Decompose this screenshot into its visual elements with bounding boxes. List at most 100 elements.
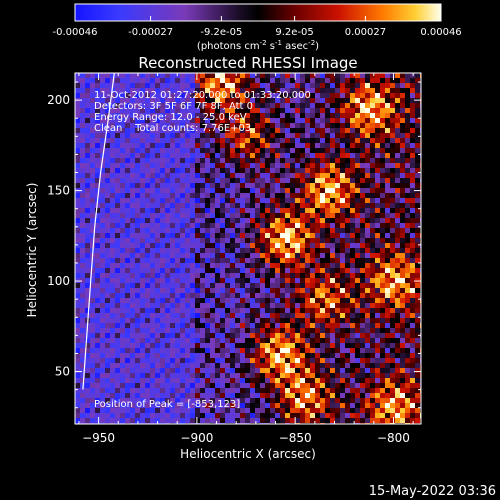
heatmap-cell <box>130 358 136 364</box>
heatmap-cell <box>135 403 141 409</box>
heatmap-cell <box>175 133 181 139</box>
heatmap-cell <box>360 223 366 229</box>
heatmap-cell <box>355 418 361 424</box>
heatmap-cell <box>185 368 191 374</box>
heatmap-cell <box>215 343 221 349</box>
heatmap-cell <box>320 318 326 324</box>
heatmap-cell <box>395 298 401 304</box>
heatmap-cell <box>205 358 211 364</box>
heatmap-cell <box>400 338 406 344</box>
heatmap-cell <box>325 158 331 164</box>
heatmap-cell <box>375 93 381 99</box>
heatmap-cell <box>390 383 396 389</box>
heatmap-cell <box>375 198 381 204</box>
heatmap-cell <box>195 333 201 339</box>
heatmap-cell <box>75 103 81 109</box>
heatmap-cell <box>360 303 366 309</box>
heatmap-cell <box>260 233 266 239</box>
heatmap-cell <box>110 128 116 134</box>
heatmap-cell <box>80 403 86 409</box>
heatmap-cell <box>85 208 91 214</box>
heatmap-cell <box>80 73 86 79</box>
heatmap-cell <box>95 333 101 339</box>
heatmap-cell <box>165 283 171 289</box>
heatmap-cell <box>225 308 231 314</box>
heatmap-cell <box>80 348 86 354</box>
heatmap-cell <box>350 178 356 184</box>
heatmap-cell <box>145 73 151 79</box>
heatmap-cell <box>140 73 146 79</box>
heatmap-cell <box>180 193 186 199</box>
heatmap-cell <box>400 363 406 369</box>
heatmap-cell <box>75 403 81 409</box>
heatmap-cell <box>275 388 281 394</box>
heatmap-cell <box>405 378 411 384</box>
heatmap-cell <box>240 403 246 409</box>
heatmap-cell <box>340 248 346 254</box>
heatmap-cell <box>185 348 191 354</box>
heatmap-cell <box>295 143 301 149</box>
heatmap-cell <box>405 228 411 234</box>
heatmap-cell <box>300 108 306 114</box>
heatmap-cell <box>275 323 281 329</box>
heatmap-cell <box>185 78 191 84</box>
heatmap-cell <box>155 318 161 324</box>
heatmap-cell <box>250 228 256 234</box>
heatmap-cell <box>360 188 366 194</box>
heatmap-cell <box>405 78 411 84</box>
heatmap-cell <box>95 233 101 239</box>
heatmap-cell <box>115 288 121 294</box>
heatmap-cell <box>350 88 356 94</box>
heatmap-cell <box>300 123 306 129</box>
heatmap-cell <box>140 223 146 229</box>
heatmap-cell <box>175 218 181 224</box>
heatmap-cell <box>265 263 271 269</box>
heatmap-cell <box>100 318 106 324</box>
heatmap-cell <box>235 273 241 279</box>
heatmap-cell <box>105 398 111 404</box>
heatmap-cell <box>225 188 231 194</box>
heatmap-cell <box>330 98 336 104</box>
heatmap-cell <box>335 73 341 79</box>
heatmap-cell <box>160 188 166 194</box>
heatmap-cell <box>350 343 356 349</box>
heatmap-cell <box>200 273 206 279</box>
heatmap-cell <box>75 223 81 229</box>
heatmap-cell <box>140 253 146 259</box>
heatmap-cell <box>320 278 326 284</box>
heatmap-cell <box>360 348 366 354</box>
heatmap-cell <box>130 138 136 144</box>
heatmap-cell <box>195 83 201 89</box>
heatmap-cell <box>90 98 96 104</box>
heatmap-cell <box>245 103 251 109</box>
heatmap-cell <box>115 308 121 314</box>
heatmap-cell <box>80 408 86 414</box>
heatmap-cell <box>310 143 316 149</box>
heatmap-cell <box>105 178 111 184</box>
heatmap-cell <box>140 318 146 324</box>
heatmap-cell <box>330 183 336 189</box>
heatmap-cell <box>390 398 396 404</box>
heatmap-cell <box>85 398 91 404</box>
heatmap-cell <box>165 303 171 309</box>
heatmap-cell <box>130 93 136 99</box>
heatmap-cell <box>180 288 186 294</box>
heatmap-cell <box>115 83 121 89</box>
heatmap-cell <box>155 373 161 379</box>
heatmap-cell <box>85 78 91 84</box>
heatmap-cell <box>110 123 116 129</box>
heatmap-cell <box>295 363 301 369</box>
heatmap-cell <box>295 313 301 319</box>
heatmap-cell <box>180 153 186 159</box>
heatmap-cell <box>190 383 196 389</box>
heatmap-cell <box>405 98 411 104</box>
heatmap-cell <box>215 258 221 264</box>
heatmap-cell <box>145 338 151 344</box>
heatmap-cell <box>190 183 196 189</box>
heatmap-cell <box>345 78 351 84</box>
heatmap-cell <box>180 83 186 89</box>
heatmap-cell <box>190 243 196 249</box>
heatmap-cell <box>170 343 176 349</box>
heatmap-cell <box>340 333 346 339</box>
heatmap-cell <box>195 218 201 224</box>
